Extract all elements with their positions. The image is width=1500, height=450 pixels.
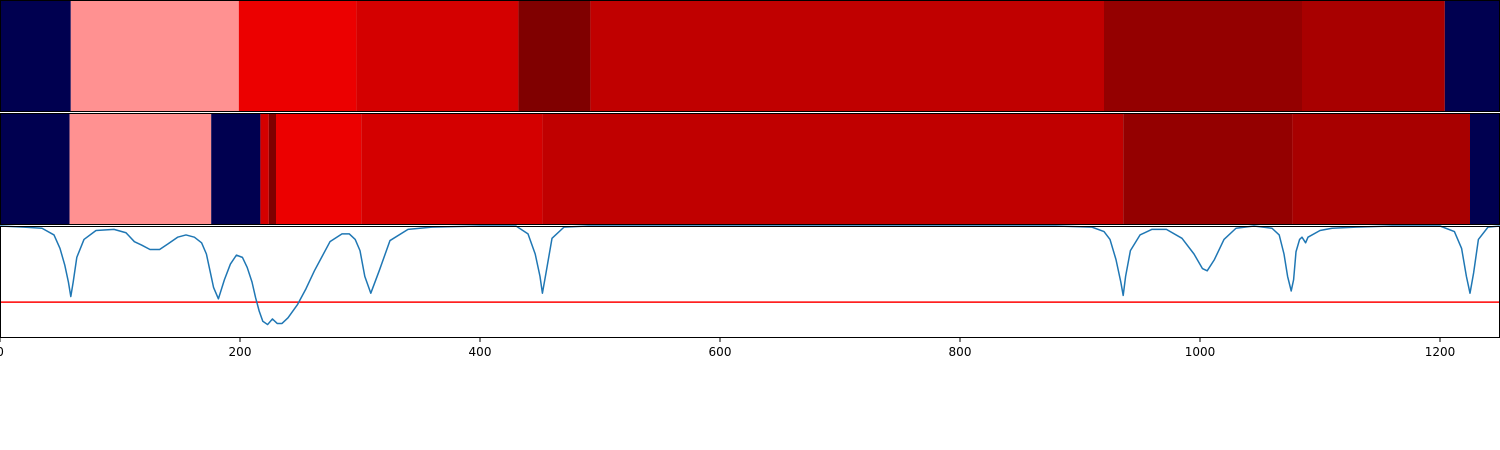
segment-bar xyxy=(590,0,1104,112)
segment-bar xyxy=(1470,113,1500,225)
segment-bar xyxy=(1123,113,1293,225)
segment-bar xyxy=(361,113,543,225)
x-tick-label: 1200 xyxy=(1425,345,1456,359)
segment-bar xyxy=(260,113,269,225)
plot-background xyxy=(0,226,1500,338)
x-tick-label: 400 xyxy=(469,345,492,359)
segment-bar xyxy=(356,0,519,112)
segment-bar xyxy=(268,113,276,225)
x-axis: 0 200 400 600 800 1000 1200 xyxy=(0,338,1455,359)
segments-bottom-panel xyxy=(0,113,1500,225)
boundary-score-panel xyxy=(0,225,1500,338)
x-tick-label: 200 xyxy=(229,345,252,359)
segment-bar xyxy=(1444,0,1500,112)
segment-bar xyxy=(276,113,362,225)
segment-bar xyxy=(1302,0,1445,112)
x-tick-label: 0 xyxy=(0,345,4,359)
segment-bar xyxy=(211,113,261,225)
segment-bar xyxy=(542,113,1124,225)
segment-bar xyxy=(0,0,71,112)
x-tick-label: 600 xyxy=(709,345,732,359)
segment-bar xyxy=(69,113,212,225)
segment-bar xyxy=(518,0,591,112)
segment-bar xyxy=(70,0,239,112)
segment-bar xyxy=(238,0,357,112)
segment-bar xyxy=(1104,0,1302,112)
x-tick-label: 800 xyxy=(949,345,972,359)
x-tick-label: 1000 xyxy=(1185,345,1216,359)
segment-bar xyxy=(1292,113,1470,225)
segments-top-panel xyxy=(0,0,1500,112)
segment-bar xyxy=(0,113,70,225)
